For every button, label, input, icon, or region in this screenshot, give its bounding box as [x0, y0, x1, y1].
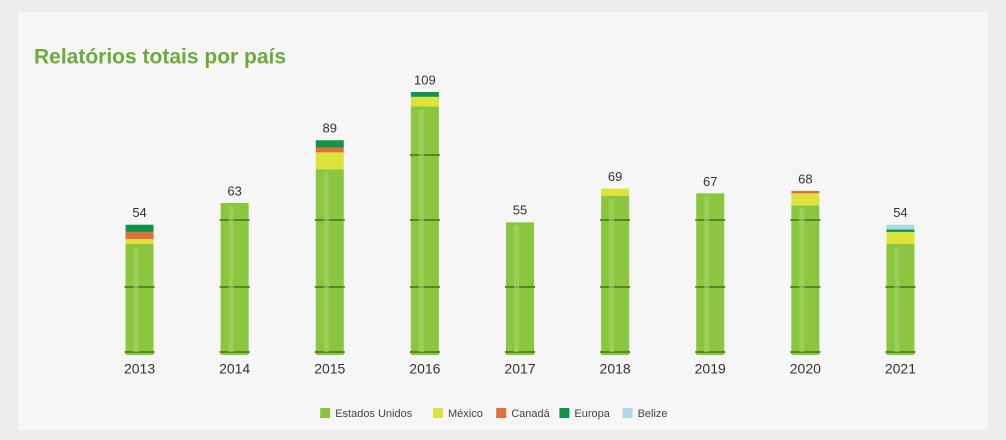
- bar-segment: [886, 244, 915, 355]
- bar-segment: [315, 152, 344, 170]
- total-label: 89: [323, 121, 337, 136]
- bamboo-highlight: [323, 172, 329, 352]
- bar-segment: [410, 92, 439, 97]
- bar-segment: [315, 169, 344, 355]
- bar-segment: [696, 193, 725, 355]
- bar-segment: [791, 205, 820, 355]
- bamboo-highlight: [418, 109, 424, 352]
- bar-segment: [601, 188, 630, 196]
- x-tick-label: 2018: [600, 361, 631, 377]
- legend-label: Europa: [574, 408, 610, 420]
- legend-label: Estados Unidos: [335, 408, 413, 420]
- x-tick-label: 2021: [885, 361, 916, 377]
- panel: [18, 12, 988, 430]
- bar-segment: [886, 229, 915, 232]
- x-tick-label: 2013: [124, 361, 155, 377]
- bar-segment: [220, 202, 249, 355]
- legend-label: Canadá: [511, 408, 550, 420]
- bar-segment: [125, 224, 154, 232]
- legend-swatch: [559, 408, 570, 418]
- bar-segment: [886, 224, 915, 230]
- legend-swatch: [320, 408, 331, 418]
- total-label: 54: [132, 205, 146, 220]
- bar-segment: [886, 231, 915, 245]
- bamboo-highlight: [894, 247, 900, 352]
- legend-swatch: [433, 408, 443, 418]
- bar-segment: [410, 106, 439, 355]
- bar-segment: [125, 244, 154, 355]
- legend-swatch: [496, 408, 507, 418]
- legend-swatch: [622, 408, 633, 418]
- chart-title: Relatórios totais por país: [34, 46, 286, 69]
- legend: Estados Unidos México Canadá Europa Belize: [320, 408, 668, 420]
- x-tick-label: 2015: [314, 361, 345, 377]
- bar-segment: [315, 140, 344, 148]
- x-tick-label: 2016: [409, 361, 440, 377]
- plot: 54 2013 63 2014 89 2015 109 2016 55 2017 69 2018 67 2…: [124, 72, 916, 376]
- bamboo-highlight: [228, 205, 234, 352]
- total-label: 69: [608, 169, 622, 184]
- bamboo-highlight: [609, 198, 615, 352]
- total-label: 67: [703, 174, 717, 189]
- x-tick-label: 2017: [504, 361, 535, 377]
- bar-segment: [791, 190, 820, 194]
- x-tick-label: 2014: [219, 361, 250, 377]
- bar-segment: [125, 231, 154, 240]
- total-label: 63: [227, 183, 241, 198]
- bar-segment: [315, 147, 344, 153]
- total-label: 54: [893, 205, 907, 220]
- bamboo-highlight: [704, 196, 710, 352]
- x-tick-label: 2020: [790, 361, 821, 377]
- bar-segment: [410, 96, 439, 107]
- legend-label: Belize: [638, 408, 668, 420]
- total-label: 68: [798, 171, 812, 186]
- bamboo-highlight: [514, 225, 519, 352]
- x-tick-label: 2019: [695, 361, 726, 377]
- bar-segment: [125, 239, 154, 245]
- legend-label: México: [448, 408, 483, 420]
- bar-segment: [601, 195, 630, 355]
- bar-segment: [791, 193, 820, 206]
- bar-segment: [506, 222, 534, 355]
- bamboo-highlight: [133, 247, 139, 352]
- total-label: 55: [513, 203, 527, 218]
- total-label: 109: [414, 72, 436, 87]
- bamboo-highlight: [799, 208, 805, 352]
